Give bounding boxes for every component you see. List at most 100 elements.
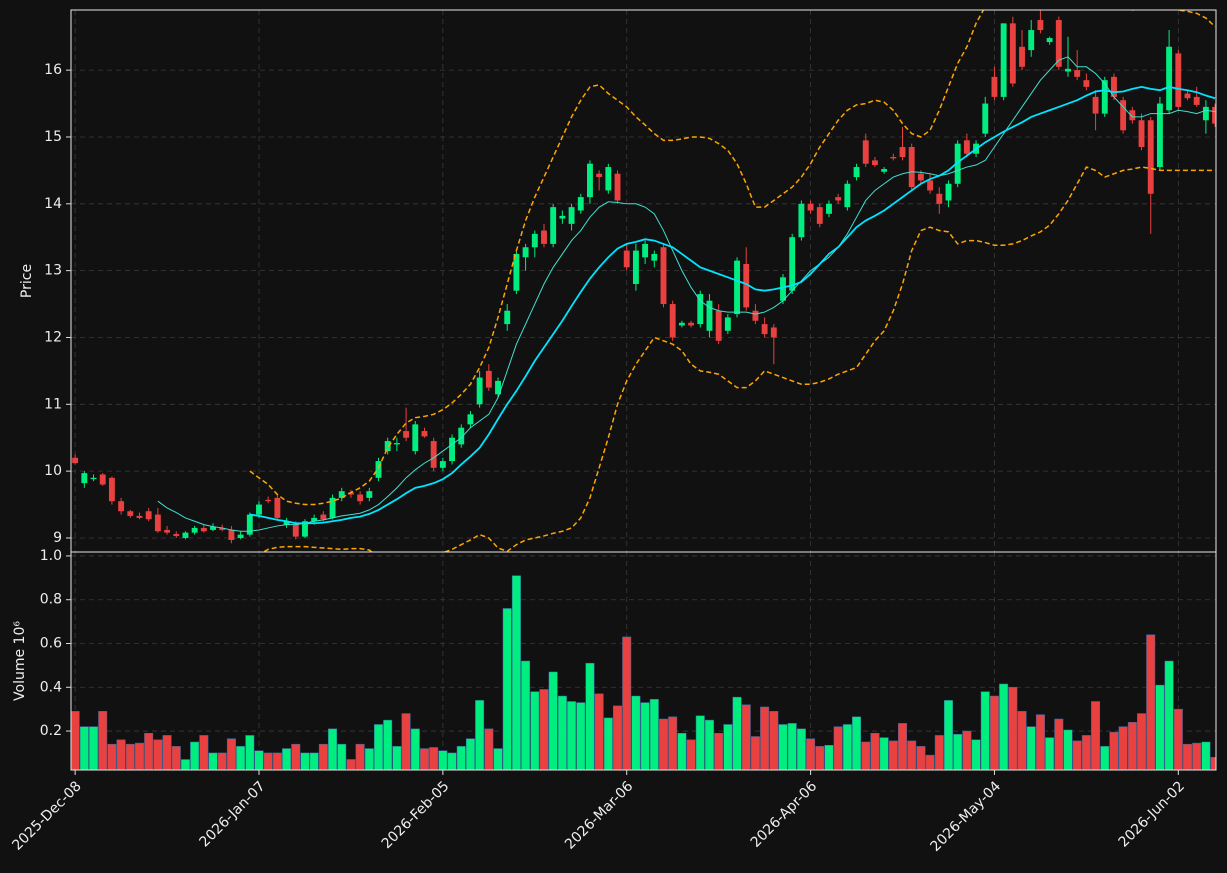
candle-body [734, 260, 740, 315]
volume-bar [1155, 684, 1165, 770]
candle-body [605, 167, 612, 191]
overlay-line [249, 10, 1216, 506]
volume-bar [493, 748, 503, 770]
candle-body [752, 310, 759, 321]
volume-bar [907, 740, 917, 770]
volume-bar [291, 743, 301, 770]
volume-bar [263, 752, 273, 770]
candle-body [1147, 120, 1154, 194]
panel-frame [70, 551, 1217, 771]
candle-body [256, 504, 262, 515]
volume-bar [1063, 729, 1073, 770]
y-tick-label: 0.8 [40, 592, 62, 608]
volume-bar [337, 743, 347, 770]
volume-bar [374, 724, 383, 770]
candle-body [541, 230, 547, 244]
volume-bar [999, 683, 1009, 770]
volume-bar [226, 738, 236, 770]
candle-body [1046, 38, 1053, 43]
candle-body [761, 324, 768, 335]
candle-body [393, 443, 400, 445]
candle-body [1138, 120, 1145, 148]
volume-bar [1192, 742, 1202, 770]
candle-body [550, 207, 557, 244]
candle-body [311, 517, 318, 522]
volume-bar [135, 742, 144, 770]
volume-bar [677, 732, 687, 770]
candle-body [862, 140, 869, 164]
volume-bar [1173, 708, 1183, 770]
volume-bar [171, 746, 181, 770]
candle-body [917, 173, 924, 181]
volume-bar [107, 743, 117, 770]
volume-bar [346, 759, 356, 770]
candle-body [1193, 96, 1200, 105]
volume-bar [199, 735, 209, 770]
volume-bar [806, 738, 816, 770]
candle-body [688, 322, 695, 326]
volume-bar [704, 719, 714, 770]
candle-body [724, 317, 731, 331]
candle-body [706, 300, 713, 331]
volume-bar [741, 704, 751, 770]
volume-bar [622, 636, 632, 770]
candle-body [826, 203, 832, 214]
volume-bar [1017, 711, 1027, 770]
candle-body [72, 457, 79, 464]
volume-bar [190, 741, 200, 770]
volume-bar [659, 718, 668, 770]
volume-bar [953, 734, 963, 770]
volume-bar [861, 741, 871, 770]
volume-bar [1091, 701, 1101, 770]
candle-body [154, 514, 161, 532]
volume-bar [71, 711, 80, 770]
candle-body [495, 380, 501, 395]
candle-body [81, 473, 88, 484]
candle-body [1055, 20, 1062, 67]
volume-bar [613, 705, 623, 770]
volume-bar [401, 713, 411, 770]
candle-body [1083, 80, 1090, 87]
volume-bar [162, 735, 172, 770]
volume-bar [1054, 718, 1064, 770]
volume-bar [1137, 713, 1147, 770]
volume-bar [98, 711, 108, 770]
candle-body [467, 414, 474, 425]
candle-body [835, 197, 842, 201]
candle-body [421, 431, 428, 437]
volume-bar [879, 737, 889, 770]
volume-bar [1035, 714, 1045, 770]
candle-body [853, 167, 860, 178]
plot-area [71, 575, 1216, 770]
candle-body [237, 534, 244, 538]
volume-bar [750, 736, 760, 770]
volume-bar [272, 752, 282, 770]
y-tick-label: 1.0 [40, 548, 62, 564]
candle-body [871, 160, 878, 166]
volume-bar [1127, 722, 1137, 770]
volume-bar [447, 752, 457, 770]
y-axis-label: Price [19, 264, 35, 298]
candle-body [1184, 93, 1191, 99]
y-tick-label: 9 [53, 530, 62, 546]
volume-bar [530, 691, 540, 770]
candle-body [936, 193, 943, 204]
candle-body [568, 207, 575, 224]
volume-bar [153, 739, 163, 770]
volume-bar [419, 748, 429, 770]
candle-body [1028, 30, 1035, 51]
candle-body [513, 253, 520, 291]
candle-body [1000, 23, 1007, 97]
volume-bar [732, 696, 742, 770]
volume-bar [640, 702, 650, 770]
candle-body [347, 492, 354, 495]
candle-body [531, 233, 538, 248]
candle-body [403, 431, 410, 438]
candle-body [265, 499, 272, 502]
candle-body [697, 294, 704, 325]
volume-bar [521, 660, 531, 770]
candle-body [246, 514, 253, 535]
volume-bar [300, 752, 310, 770]
volume-bar [842, 724, 852, 770]
